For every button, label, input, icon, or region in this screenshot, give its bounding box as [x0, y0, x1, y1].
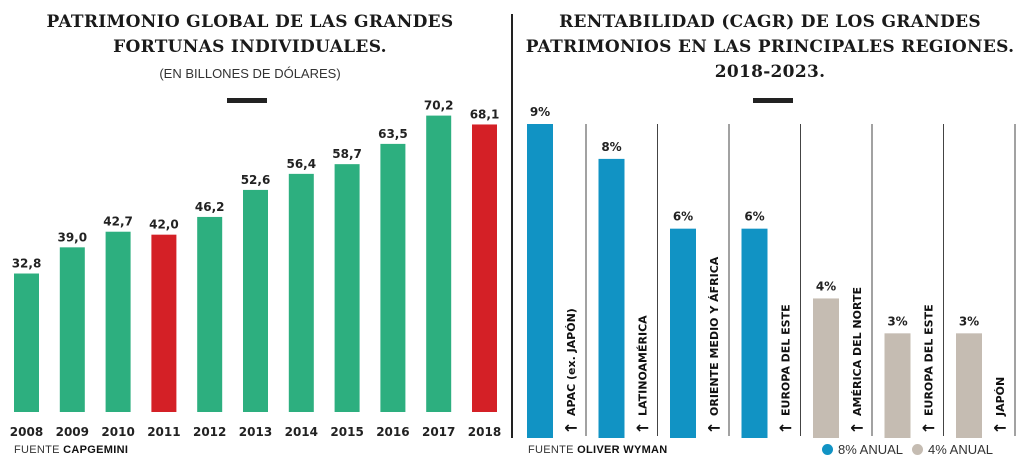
bar-2016 — [380, 143, 406, 412]
value-label-region-7: 3% — [959, 314, 979, 328]
value-label-region-2: 8% — [601, 140, 621, 154]
legend-label-high: 8% ANUAL — [838, 442, 904, 457]
tick-label-2016: 2016 — [376, 425, 409, 439]
legend-swatch-low — [912, 444, 923, 455]
bar-region-2 — [598, 158, 625, 438]
value-label-2010: 42,7 — [103, 215, 133, 229]
left-chart-subtitle: (EN BILLONES DE DÓLARES) — [159, 66, 341, 81]
chart-divider — [511, 14, 513, 438]
bar-2018 — [472, 124, 497, 412]
bar-region-4 — [741, 228, 768, 438]
left-title-dash — [227, 98, 267, 103]
value-label-2016: 63,5 — [378, 127, 408, 141]
legend-item-low: 4% ANUAL — [912, 442, 993, 457]
bar-2010 — [105, 231, 131, 412]
value-label-region-4: 6% — [744, 210, 764, 224]
tick-label-2013: 2013 — [239, 425, 272, 439]
value-label-2011: 42,0 — [149, 218, 179, 232]
tick-label-2011: 2011 — [147, 425, 180, 439]
tick-label-2018: 2018 — [468, 425, 501, 439]
value-label-2012: 46,2 — [195, 200, 225, 214]
tick-label-2012: 2012 — [193, 425, 226, 439]
region-label-7: JAPÓN — [994, 377, 1007, 417]
tick-label-2017: 2017 — [422, 425, 455, 439]
tick-label-2014: 2014 — [285, 425, 318, 439]
arrow-icon-region-7: ← — [993, 418, 1006, 437]
legend-item-high: 8% ANUAL — [822, 442, 903, 457]
value-label-region-5: 4% — [816, 279, 836, 293]
region-label-1: APAC (ex. JAPÓN) — [565, 308, 578, 416]
arrow-icon-region-4: ← — [779, 418, 792, 437]
value-label-2013: 52,6 — [241, 173, 271, 187]
value-label-2014: 56,4 — [286, 157, 316, 171]
value-label-2017: 70,2 — [424, 99, 454, 113]
bar-2008 — [14, 273, 39, 412]
value-label-2008: 32,8 — [12, 257, 42, 271]
tick-label-2009: 2009 — [56, 425, 89, 439]
arrow-icon-region-2: ← — [636, 418, 649, 437]
value-label-region-3: 6% — [673, 210, 693, 224]
right-title-dash — [753, 98, 793, 103]
bar-2015 — [334, 164, 360, 412]
value-label-2015: 58,7 — [332, 147, 362, 161]
bar-region-7 — [956, 333, 982, 438]
arrow-icon-region-5: ← — [850, 418, 863, 437]
bar-2013 — [243, 189, 268, 412]
bar-region-6 — [884, 333, 911, 438]
region-label-4: EUROPA DEL ESTE — [780, 304, 793, 416]
bar-2009 — [59, 247, 85, 412]
value-label-region-6: 3% — [887, 314, 907, 328]
tick-label-2008: 2008 — [10, 425, 43, 439]
region-label-6: EUROPA DEL ESTE — [923, 304, 936, 416]
region-label-5: AMÉRICA DEL NORTE — [851, 287, 864, 416]
value-label-region-1: 9% — [530, 105, 550, 119]
right-chart-title: RENTABILIDAD (CAGR) DE LOS GRANDES PATRI… — [525, 12, 1015, 82]
bar-region-5 — [813, 298, 839, 438]
right-source-note: FUENTE OLIVER WYMAN — [528, 444, 668, 456]
bar-2014 — [288, 173, 314, 412]
value-label-2018: 68,1 — [470, 107, 500, 121]
arrow-icon-region-1: ← — [564, 418, 577, 437]
legend-swatch-high — [822, 444, 833, 455]
value-label-2009: 39,0 — [57, 230, 87, 244]
bar-2017 — [426, 115, 452, 412]
tick-label-2015: 2015 — [330, 425, 363, 439]
bar-region-3 — [670, 228, 696, 438]
legend-label-low: 4% ANUAL — [928, 442, 994, 457]
region-label-2: LATINOAMÉRICA — [637, 315, 650, 416]
bar-region-1 — [527, 124, 553, 438]
left-chart-title: PATRIMONIO GLOBAL DE LAS GRANDES FORTUNA… — [46, 12, 454, 57]
left-source-note: FUENTE CAPGEMINI — [14, 444, 129, 456]
arrow-icon-region-6: ← — [922, 418, 935, 437]
arrow-icon-region-3: ← — [707, 418, 720, 437]
tick-label-2010: 2010 — [101, 425, 134, 439]
bar-2011 — [151, 234, 177, 412]
bar-2012 — [197, 216, 223, 412]
region-label-3: ORIENTE MEDIO Y ÁFRICA — [708, 256, 721, 416]
